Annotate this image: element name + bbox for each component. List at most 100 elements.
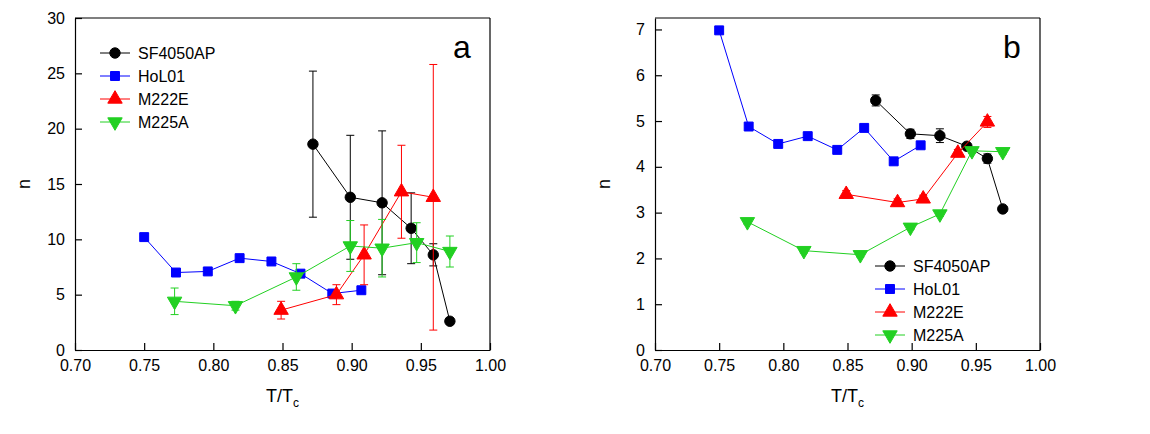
legend-label: SF4050AP: [913, 258, 990, 275]
error-bar-cap: [292, 290, 300, 291]
y-tick: 2: [636, 250, 662, 267]
legend-marker: [886, 285, 895, 294]
data-point: [860, 123, 869, 132]
data-point: [345, 192, 355, 202]
y-tick-label: 4: [636, 158, 645, 175]
series: [140, 233, 366, 298]
x-axis-title-subscript: c: [858, 396, 864, 410]
series: [740, 147, 1010, 263]
x-axis-title-main: T/T: [831, 386, 858, 406]
data-point: [965, 147, 979, 159]
data-point: [903, 223, 917, 235]
x-axis-title: T/Tc: [266, 386, 299, 410]
series-line: [281, 192, 433, 310]
data-point: [980, 114, 994, 126]
frame: [75, 17, 490, 18]
data-point: [803, 132, 812, 141]
y-tick-mark: [75, 184, 82, 185]
data-point: [289, 273, 303, 285]
x-tick-label: 0.90: [337, 357, 368, 374]
error-bar-cap: [413, 222, 421, 223]
series: [715, 26, 925, 166]
error-bar-cap: [407, 263, 415, 264]
error-bar-cap: [983, 127, 991, 128]
legend-entry: M222E: [100, 91, 189, 108]
legend-label: M225A: [138, 114, 189, 131]
series-line: [175, 243, 450, 306]
x-tick-mark: [352, 343, 353, 350]
x-tick: 0.75: [704, 343, 735, 374]
data-point: [839, 186, 853, 198]
x-tick-label: 0.95: [406, 357, 437, 374]
panel-label: b: [1003, 29, 1021, 65]
data-point: [308, 139, 318, 149]
data-point: [916, 191, 930, 203]
x-axis-title-main: T/T: [266, 386, 293, 406]
y-tick-mark: [655, 167, 662, 168]
data-point: [357, 286, 366, 295]
y-tick-label: 20: [47, 120, 65, 137]
x-tick: 0.85: [832, 343, 863, 374]
data-point: [833, 145, 842, 154]
legend-label: M222E: [138, 91, 189, 108]
error-bar-cap: [171, 314, 179, 315]
error-bar-cap: [360, 284, 368, 285]
frame: [1039, 18, 1040, 350]
error-bar-cap: [171, 288, 179, 289]
x-tick: 0.90: [337, 343, 368, 374]
y-tick-label: 3: [636, 204, 645, 221]
frame: [655, 17, 1040, 18]
legend-entry: M225A: [875, 327, 964, 344]
series: [274, 64, 441, 330]
y-tick-label: 30: [47, 10, 65, 27]
figure: 0.700.750.800.850.900.951.00051015202530…: [0, 0, 1150, 434]
x-tick: 0.80: [768, 343, 799, 374]
y-tick-mark: [75, 239, 82, 240]
data-point: [905, 129, 915, 139]
x-tick-mark: [144, 343, 145, 350]
error-bar-cap: [346, 271, 354, 272]
y-tick-label: 5: [636, 113, 645, 130]
x-tick-mark: [213, 343, 214, 350]
y-tick: 15: [47, 176, 82, 193]
x-tick: 0.95: [406, 343, 437, 374]
error-bar-cap: [378, 219, 386, 220]
x-axis: 0.700.750.800.850.900.951.00: [640, 343, 1056, 374]
frame: [489, 18, 490, 350]
y-tick-label: 10: [47, 231, 65, 248]
x-tick: 0.95: [961, 343, 992, 374]
series: [871, 95, 1008, 214]
data-point: [890, 194, 904, 206]
series-line: [144, 237, 361, 293]
legend: SF4050APHoL01M222EM225A: [100, 45, 215, 131]
x-tick: 0.90: [897, 343, 928, 374]
x-tick-mark: [912, 343, 913, 350]
data-point: [203, 267, 212, 276]
data-point: [951, 145, 965, 157]
x-axis-line: [656, 350, 1041, 351]
data-point: [167, 297, 181, 309]
data-point: [406, 223, 416, 233]
y-tick: 10: [47, 231, 82, 248]
x-tick-label: 0.90: [897, 357, 928, 374]
series: [839, 114, 995, 207]
x-tick-label: 0.85: [267, 357, 298, 374]
y-tick: 5: [636, 113, 662, 130]
y-tick-mark: [75, 73, 82, 74]
y-axis: 051015202530: [47, 10, 82, 359]
y-tick: 3: [636, 204, 662, 221]
data-point: [140, 233, 149, 242]
error-bar-cap: [378, 276, 386, 277]
data-point: [933, 210, 947, 222]
y-tick-label: 7: [636, 21, 645, 38]
error-bar-cap: [446, 236, 454, 237]
error-bar-cap: [277, 319, 285, 320]
legend-marker: [108, 118, 122, 130]
x-tick-label: 0.80: [768, 357, 799, 374]
data-point: [443, 247, 457, 259]
series-line: [313, 144, 450, 321]
y-tick-mark: [75, 129, 82, 130]
y-tick-mark: [655, 213, 662, 214]
error-bar-cap: [429, 64, 437, 65]
y-tick-label: 2: [636, 250, 645, 267]
